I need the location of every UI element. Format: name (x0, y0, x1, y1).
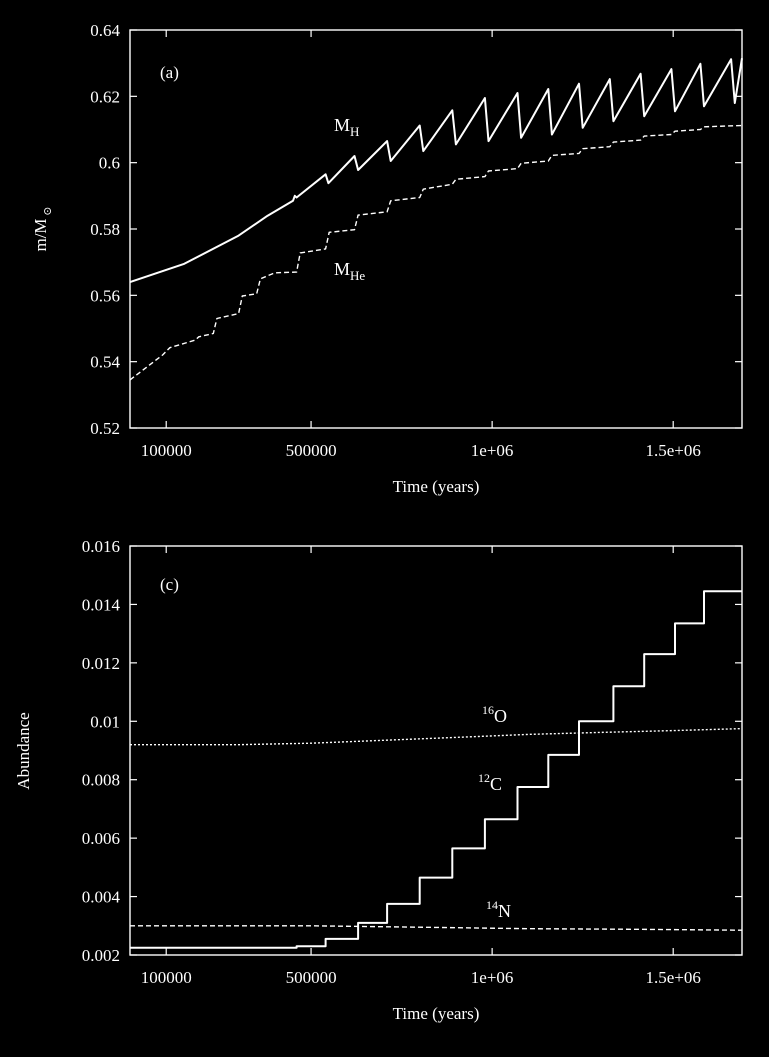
y-tick-label: 0.52 (90, 419, 120, 438)
series-label-14N: 14N (486, 898, 511, 921)
series-line-12C (130, 590, 742, 949)
series-label-12C: 12C (478, 771, 502, 794)
series-label-M_He: MHe (334, 259, 365, 283)
x-tick-label: 1e+06 (471, 968, 514, 987)
y-tick-label: 0.56 (90, 286, 120, 305)
series-label-16O: 16O (482, 703, 507, 726)
x-tick-label: 1.5e+06 (645, 441, 700, 460)
x-axis-label: Time (years) (393, 477, 480, 496)
plot-frame (129, 545, 743, 956)
x-tick-label: 100000 (141, 441, 192, 460)
y-tick-label: 0.6 (99, 154, 120, 173)
x-tick-label: 500000 (286, 968, 337, 987)
y-tick-label: 0.62 (90, 87, 120, 106)
y-tick-label: 0.014 (82, 595, 121, 614)
series-line-14N (130, 925, 743, 931)
y-tick-label: 0.012 (82, 654, 120, 673)
x-tick-label: 100000 (141, 968, 192, 987)
y-tick-label: 0.01 (90, 712, 120, 731)
y-tick-label: 0.002 (82, 946, 120, 965)
panel-label: (a) (160, 63, 179, 82)
chart-panel-1: 100000 500000 1e+06 1.5e+06 0.002 0.004 0.006 0… (14, 537, 743, 1023)
y-tick-label: 0.008 (82, 771, 120, 790)
y-tick-label: 0.006 (82, 829, 120, 848)
x-tick-label: 500000 (286, 441, 337, 460)
series-line-16O (130, 727, 743, 746)
x-tick-label: 1.5e+06 (645, 968, 700, 987)
panel-label: (c) (160, 575, 179, 594)
chart-panel-0: 100000 500000 1e+06 1.5e+06 0.52 0.54 0.56 0.58… (31, 21, 743, 496)
series-label-M_H: MH (334, 115, 359, 139)
y-axis-label: m/M ⊙ (31, 206, 54, 251)
x-tick-label: 1e+06 (471, 441, 514, 460)
series-line-M_H (129, 58, 743, 284)
y-tick-label: 0.004 (82, 888, 121, 907)
y-tick-label: 0.64 (90, 21, 120, 40)
y-axis-label: Abundance (14, 712, 33, 789)
y-tick-label: 0.54 (90, 353, 120, 372)
series-line-M_He (129, 124, 743, 381)
y-tick-label: 0.016 (82, 537, 120, 556)
plot-frame (129, 29, 743, 429)
y-tick-label: 0.58 (90, 220, 120, 239)
x-axis-label: Time (years) (393, 1004, 480, 1023)
